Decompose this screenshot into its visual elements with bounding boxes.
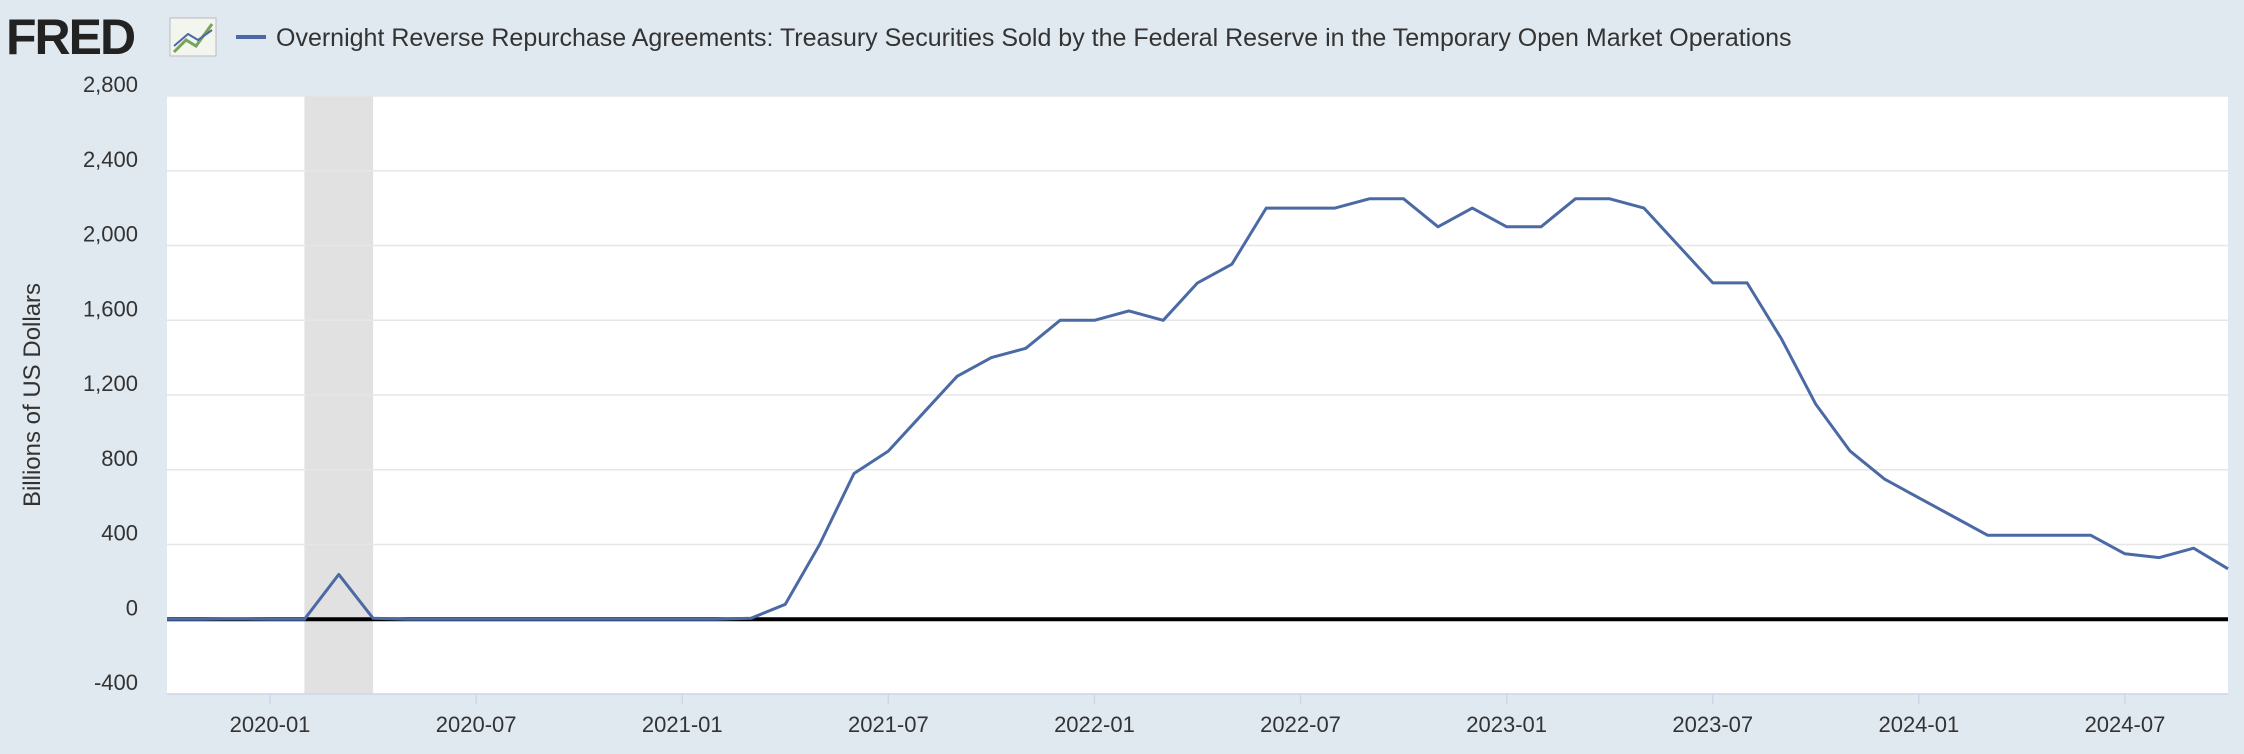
x-tick-label: 2021-01 bbox=[642, 712, 723, 737]
y-axis-label: Billions of US Dollars bbox=[19, 283, 46, 507]
y-tick-label: 1,600 bbox=[83, 296, 138, 321]
y-tick-label: 0 bbox=[126, 595, 138, 620]
x-tick-label: 2020-01 bbox=[230, 712, 311, 737]
x-tick-label: 2022-01 bbox=[1054, 712, 1135, 737]
x-tick-label: 2021-07 bbox=[848, 712, 929, 737]
x-tick-label: 2024-07 bbox=[2085, 712, 2166, 737]
legend-label[interactable]: Overnight Reverse Repurchase Agreements:… bbox=[276, 24, 1792, 52]
x-tick-label: 2020-07 bbox=[436, 712, 517, 737]
logo-icon bbox=[169, 17, 217, 57]
logo-icon-line bbox=[173, 29, 213, 47]
y-tick-label: 1,200 bbox=[83, 371, 138, 396]
x-tick-label: 2024-01 bbox=[1878, 712, 1959, 737]
y-tick-label: 800 bbox=[101, 446, 138, 471]
y-tick-label: -400 bbox=[94, 670, 138, 695]
y-tick-label: 2,400 bbox=[83, 147, 138, 172]
y-tick-label: 2,800 bbox=[83, 72, 138, 97]
y-tick-label: 400 bbox=[101, 521, 138, 546]
x-tick-label: 2022-07 bbox=[1260, 712, 1341, 737]
x-tick-label: 2023-01 bbox=[1466, 712, 1547, 737]
series-line bbox=[167, 197, 2229, 621]
y-tick-label: 2,000 bbox=[83, 222, 138, 247]
x-tick-label: 2023-07 bbox=[1672, 712, 1753, 737]
logo[interactable]: FRED bbox=[6, 9, 137, 65]
